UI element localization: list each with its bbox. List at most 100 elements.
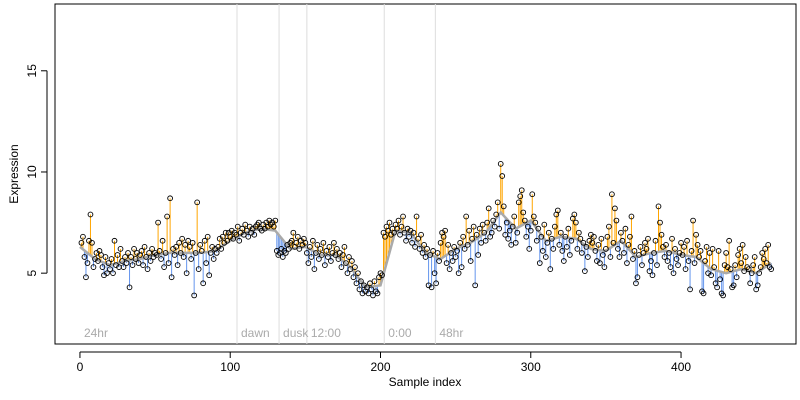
point	[364, 284, 370, 291]
point	[624, 260, 630, 266]
point	[437, 239, 444, 246]
point	[314, 241, 321, 248]
point	[114, 252, 121, 258]
point	[293, 239, 300, 246]
point	[488, 229, 495, 236]
point	[517, 193, 524, 200]
point	[445, 241, 451, 248]
point	[500, 203, 507, 210]
point	[99, 264, 106, 270]
point	[406, 233, 412, 240]
point	[153, 252, 160, 258]
point	[430, 248, 436, 254]
point	[496, 225, 503, 232]
point	[285, 246, 292, 252]
point	[539, 248, 546, 254]
point	[140, 262, 146, 268]
point	[305, 260, 312, 266]
point	[726, 237, 732, 244]
point	[762, 246, 769, 252]
point	[332, 252, 339, 258]
point	[186, 244, 193, 250]
point	[213, 250, 220, 256]
phase-label: 48hr	[439, 326, 463, 340]
point	[625, 241, 632, 248]
point	[760, 256, 767, 262]
point	[119, 258, 125, 264]
point	[161, 264, 167, 270]
x-tick-label: 300	[521, 360, 541, 374]
point	[751, 254, 758, 260]
point	[610, 239, 617, 246]
point	[550, 246, 557, 252]
point	[328, 258, 334, 264]
point	[98, 252, 104, 258]
point	[733, 274, 740, 281]
point	[663, 241, 669, 248]
point	[485, 205, 492, 212]
point	[158, 256, 164, 262]
point	[162, 250, 169, 256]
y-tick-label: 15	[25, 64, 39, 78]
point	[233, 231, 240, 238]
point	[126, 284, 133, 291]
point	[331, 239, 337, 246]
point	[449, 258, 456, 264]
point	[579, 250, 585, 256]
point	[310, 237, 316, 244]
x-tick-label: 100	[220, 360, 240, 374]
point	[428, 284, 435, 291]
point	[403, 237, 409, 244]
point	[105, 260, 112, 266]
point	[365, 290, 372, 297]
point	[443, 260, 450, 266]
point	[458, 264, 465, 270]
point	[633, 280, 639, 287]
point	[385, 227, 391, 234]
point	[628, 213, 635, 220]
point	[763, 260, 770, 266]
point	[353, 280, 360, 287]
point	[696, 254, 702, 260]
point	[494, 199, 501, 206]
point	[476, 225, 483, 232]
point	[657, 219, 663, 226]
point	[78, 239, 85, 246]
point	[568, 237, 575, 244]
point	[615, 246, 621, 252]
point	[765, 241, 772, 248]
point	[571, 211, 578, 218]
point	[84, 260, 91, 266]
point	[678, 239, 684, 246]
point	[559, 248, 566, 254]
point	[466, 227, 473, 234]
point	[320, 239, 327, 246]
point	[759, 250, 766, 256]
phase-label: 0:00	[388, 326, 412, 340]
point	[613, 217, 620, 224]
point	[542, 254, 549, 260]
point	[544, 239, 551, 246]
phase-label: 24hr	[84, 326, 108, 340]
point	[117, 246, 124, 252]
point	[431, 270, 438, 277]
point	[702, 258, 708, 264]
point	[672, 246, 678, 252]
point	[107, 266, 113, 272]
point	[198, 248, 205, 254]
phase-label: dusk	[283, 326, 309, 340]
point	[424, 246, 430, 252]
point	[600, 252, 606, 258]
point	[529, 191, 536, 198]
point	[180, 254, 187, 260]
point	[730, 282, 737, 289]
point	[591, 233, 597, 240]
point	[234, 223, 241, 230]
point	[745, 266, 752, 272]
point	[317, 246, 324, 252]
point	[687, 286, 693, 293]
point	[279, 254, 286, 260]
point	[557, 229, 564, 236]
point	[189, 239, 196, 246]
point	[583, 244, 590, 250]
